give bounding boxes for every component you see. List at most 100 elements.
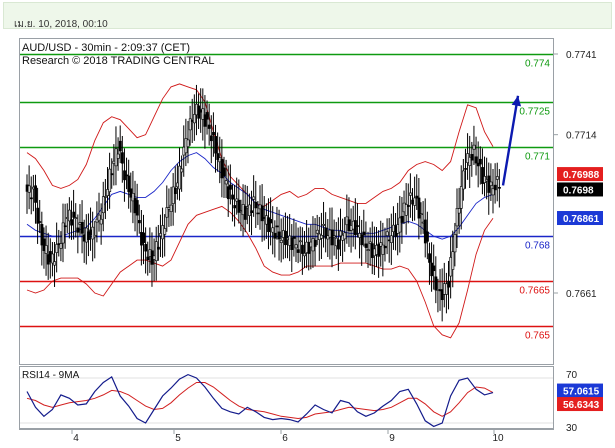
candle-body [91, 226, 95, 240]
candle-body [34, 185, 37, 203]
candle-body [186, 139, 190, 148]
main-panel-frame [19, 38, 554, 365]
candle-body [462, 170, 465, 190]
candle-body [108, 168, 112, 192]
candle [74, 203, 78, 238]
candle [80, 200, 84, 254]
candle [491, 168, 495, 214]
candle [108, 152, 112, 209]
candle [381, 222, 385, 277]
candle-body [106, 189, 109, 197]
candle-body [180, 168, 184, 173]
candle-body [116, 153, 120, 159]
candle-body [385, 231, 389, 236]
candle-body [63, 225, 67, 228]
candle-body [493, 184, 497, 191]
candle-body [320, 235, 323, 239]
candle-body [146, 256, 150, 261]
candle [72, 189, 76, 240]
candle-body [127, 175, 131, 192]
candle-body [209, 135, 213, 142]
candle [250, 190, 254, 236]
candle-body [294, 244, 298, 249]
candle [489, 163, 493, 201]
candle-body [301, 244, 304, 254]
candle-body [131, 193, 135, 202]
candle [226, 165, 230, 217]
x-tick-label-2: 6 [282, 433, 288, 444]
candle [267, 198, 270, 250]
candle [209, 115, 213, 164]
candle-body [445, 283, 448, 295]
rsi-layer [20, 373, 553, 428]
candle-body [214, 136, 218, 154]
candle [417, 178, 421, 240]
candle [481, 148, 484, 195]
candle [42, 227, 46, 269]
candle-body [36, 207, 40, 224]
candle-body [80, 222, 84, 234]
candle [97, 192, 101, 232]
rsi-ma-value-badge: 56.6343 [557, 397, 603, 412]
candle-body [415, 195, 419, 199]
candle-body [478, 158, 482, 165]
candle [61, 203, 65, 263]
candle-body [212, 131, 215, 136]
candle [93, 220, 97, 259]
levels-layer: 0.774 0.7725 0.771 0.768 0.7665 0.765 [20, 53, 553, 342]
candle [256, 201, 260, 226]
candle-body [97, 214, 101, 222]
candle-body [157, 246, 160, 250]
upper-price-badge: 0.76988 [557, 167, 603, 182]
candle-body [368, 241, 372, 244]
candle-body [315, 229, 319, 234]
candle [377, 230, 381, 278]
candle-body [93, 234, 97, 238]
upper-price-badge-bg [557, 167, 603, 182]
candle [296, 227, 300, 264]
candle [419, 202, 423, 235]
candle [59, 231, 63, 262]
candle [360, 219, 364, 266]
candle [385, 218, 389, 255]
x-tick-label-3: 9 [389, 433, 395, 444]
candle [53, 241, 57, 287]
candle-body [459, 186, 463, 209]
candle [474, 136, 478, 176]
candle-body [337, 239, 340, 250]
candle-body [135, 200, 139, 216]
candle-body [163, 228, 167, 235]
candle-body [390, 235, 393, 243]
candle-body [101, 196, 105, 214]
candle-body [409, 192, 412, 196]
candle [343, 217, 347, 252]
arrow-shaft [501, 95, 520, 186]
candle [332, 219, 336, 256]
candle [307, 227, 311, 271]
level-label-4: 0.7665 [519, 286, 550, 297]
candle-body [279, 240, 283, 243]
candle-body [296, 249, 300, 253]
candle [434, 256, 438, 304]
level-label-2: 0.771 [525, 152, 550, 163]
level-label-1: 0.7725 [519, 107, 550, 118]
candle-body [237, 199, 241, 213]
candle-body [254, 201, 258, 209]
candle-body [322, 223, 326, 226]
candle [110, 158, 114, 189]
candle-body [144, 244, 148, 252]
candle-body [70, 219, 73, 226]
candle-body [298, 240, 302, 243]
candle [51, 242, 54, 277]
candle-body [216, 153, 220, 160]
candle [70, 200, 73, 240]
candle [131, 170, 135, 224]
candle [36, 187, 40, 244]
candle-body [250, 210, 254, 213]
rsi-axis: 70 30 57.0615 56.6343 [557, 370, 603, 434]
candle-body [417, 197, 421, 219]
candle-body [72, 211, 76, 218]
candle-body [330, 229, 334, 246]
candle-body [419, 213, 423, 216]
candle [201, 88, 205, 141]
